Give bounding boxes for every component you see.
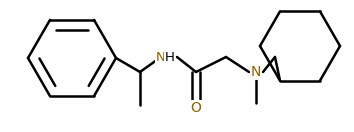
Text: H: H bbox=[165, 51, 175, 63]
Text: O: O bbox=[190, 101, 201, 115]
Text: N: N bbox=[156, 51, 166, 63]
Text: N: N bbox=[251, 65, 261, 79]
